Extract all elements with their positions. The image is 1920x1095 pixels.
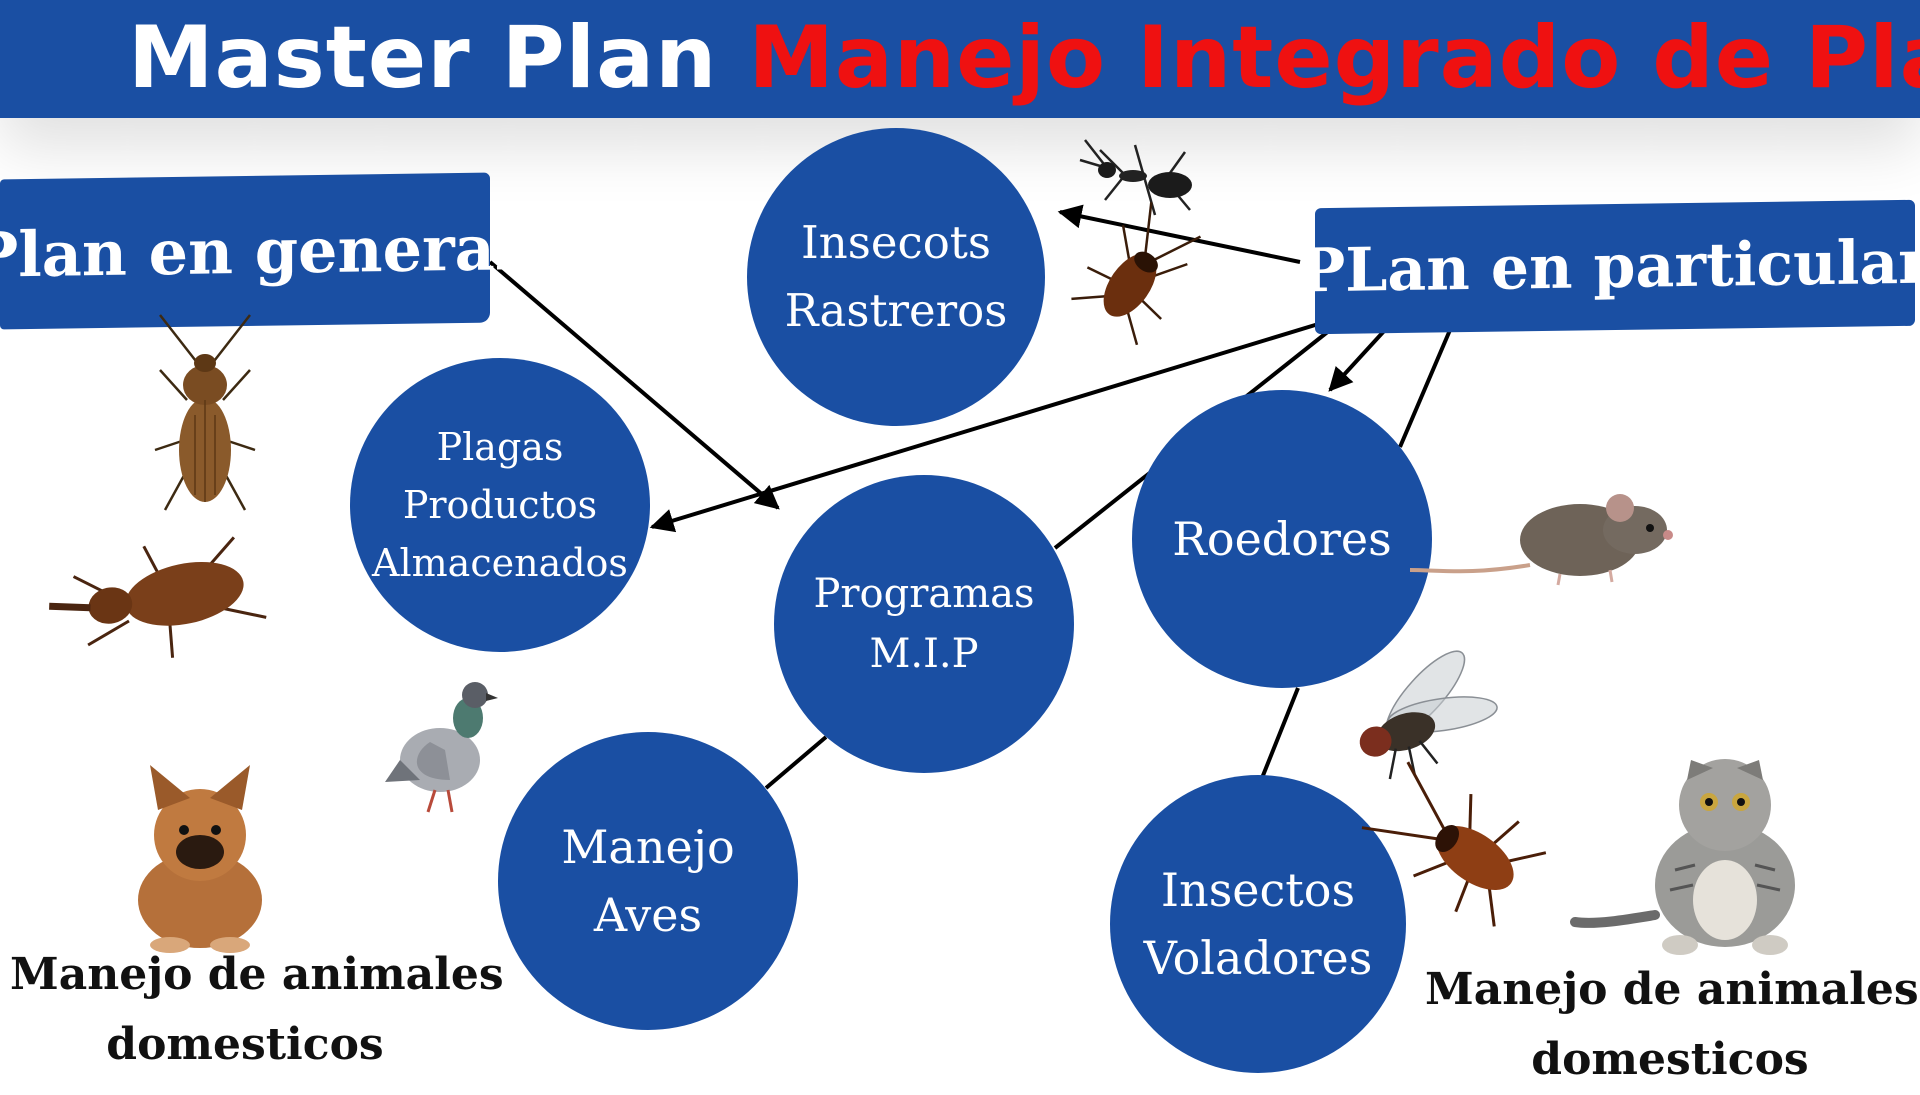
cat-icon xyxy=(1570,759,1795,955)
arrow-particular-to-rastreros xyxy=(1057,204,1301,264)
caption-right: Manejo de animales domesticos xyxy=(1425,964,1919,1085)
title-mip: Manejo Integrado de Plagas xyxy=(748,8,1920,108)
fly-icon xyxy=(1359,650,1498,780)
arrow-general-to-mip xyxy=(488,260,780,510)
cockroach-icon xyxy=(1071,202,1202,346)
caption-left: Manejo de animales domesticos xyxy=(10,949,504,1070)
node-roedores: Roedores xyxy=(1132,390,1432,688)
ant-icon xyxy=(1079,139,1192,216)
puppy-icon xyxy=(138,765,262,953)
pigeon-icon xyxy=(385,682,498,813)
arrow-particular-to-almacenados xyxy=(649,320,1326,533)
arrow-particular-to-roedores xyxy=(1328,328,1387,392)
node-manejo-aves: Manejo Aves xyxy=(498,732,798,1030)
header-banner xyxy=(0,0,1920,118)
cockroach-icon xyxy=(1361,761,1547,927)
mouse-icon xyxy=(1409,494,1673,586)
node-insectos-voladores: Insectos Voladores xyxy=(1110,775,1406,1073)
line-mip-to-aves xyxy=(764,735,828,790)
page-title: Master Plan Manejo Integrado de Plagas xyxy=(128,8,1920,108)
weevil-icon xyxy=(49,536,267,658)
line-roedores-to-voladores xyxy=(1260,687,1300,779)
title-master-plan: Master Plan xyxy=(128,8,718,108)
beetle-icon xyxy=(154,314,256,511)
node-insectos-rastreros: Insecots Rastreros xyxy=(747,128,1045,426)
node-plagas-productos-almacenados: Plagas Productos Almacenados xyxy=(350,358,650,652)
line-particular-to-roedores-right xyxy=(1398,329,1452,448)
node-programas-mip: Programas M.I.P xyxy=(774,475,1074,773)
